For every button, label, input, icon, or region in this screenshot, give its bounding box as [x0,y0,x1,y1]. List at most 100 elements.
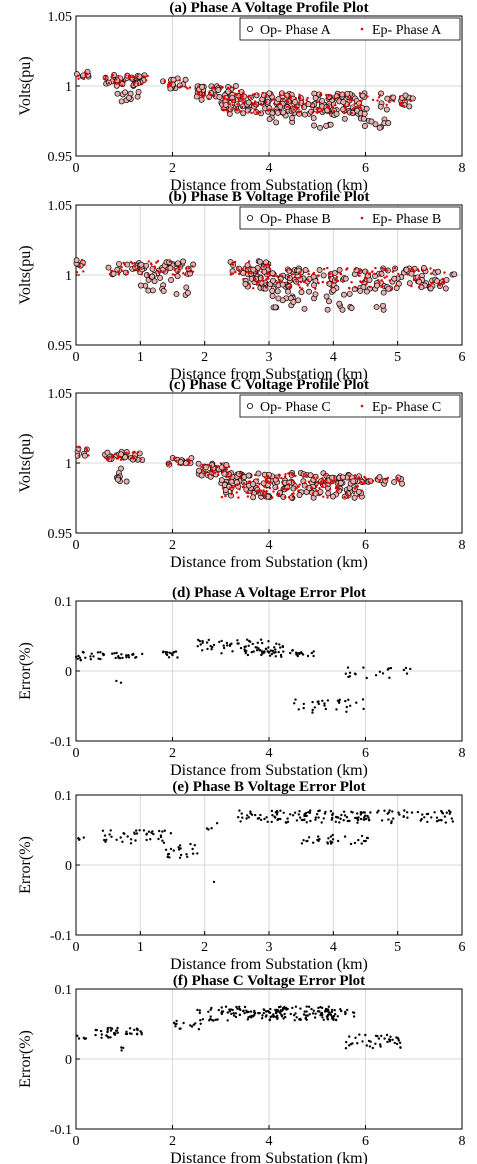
data-point [140,273,143,276]
data-point [238,472,241,475]
data-point [409,99,412,103]
data-point [151,278,158,285]
data-point [249,1010,253,1013]
data-point [82,1036,86,1040]
data-point [288,105,291,109]
data-point [406,280,413,287]
data-point [344,672,347,675]
data-point [270,652,274,656]
data-point [450,817,453,820]
x-tick-label: 8 [459,1134,466,1149]
data-point [335,708,338,711]
data-point [334,815,338,819]
data-point [393,1041,396,1045]
data-point [282,1017,285,1020]
data-point [291,473,295,477]
data-point [358,92,362,95]
data-point [90,652,93,655]
data-point [255,470,262,477]
data-point [246,491,250,495]
data-point [269,287,276,294]
data-point [316,111,319,115]
data-point [276,1014,279,1017]
data-point [149,262,153,265]
data-point [297,489,301,492]
data-point [398,813,401,816]
data-point [121,269,124,272]
data-point [92,655,95,658]
data-point [238,1013,241,1017]
data-point [237,496,240,499]
data-point [202,95,205,99]
data-point [384,95,391,102]
data-point [444,821,447,824]
data-point [362,818,365,821]
data-point [347,819,351,823]
data-point [325,93,328,97]
data-point [318,106,321,110]
data-point [174,650,178,653]
data-point [305,1005,308,1008]
data-point [306,278,309,282]
data-point [349,704,352,707]
data-point [385,103,388,107]
data-point [138,829,141,832]
data-point [118,82,121,85]
plot-frame [75,794,463,936]
data-point [335,490,338,493]
data-point [304,811,308,815]
data-point [252,287,255,290]
data-point [263,1008,266,1012]
data-point [275,642,278,645]
data-point [105,264,112,271]
data-point [279,94,282,97]
data-point [251,642,254,646]
data-point [328,276,331,279]
data-point [265,100,268,104]
data-point [264,95,267,98]
x-tick-label: 4 [266,538,273,553]
data-point [397,811,400,814]
data-point [77,445,80,448]
data-point [249,96,253,99]
data-point [180,85,183,88]
data-point [226,1019,229,1022]
data-point [246,1018,249,1021]
data-point [269,270,276,277]
data-point [264,92,268,95]
data-point [335,486,338,489]
data-point [122,89,129,96]
data-point [264,98,271,105]
data-point [256,281,259,284]
data-point [428,284,431,287]
data-point [120,265,123,269]
data-point [209,93,213,97]
data-point [359,103,362,107]
data-point [215,822,219,825]
data-point [145,832,148,835]
y-tick-label: 0.1 [55,789,73,804]
data-point [276,281,279,284]
data-point [317,702,320,706]
data-point [239,820,242,823]
chart-title: (d) Phase A Voltage Error Plot [172,585,366,601]
data-point [83,263,86,267]
data-point [244,267,248,270]
data-point [129,842,133,845]
data-point [295,819,299,822]
data-point [304,102,307,106]
legend-marker [360,216,364,220]
chart-title: (b) Phase B Voltage Profile Plot [169,189,370,205]
data-point [241,268,244,271]
data-point [412,278,416,282]
data-point [211,86,214,89]
data-point [76,657,80,660]
data-point [265,281,268,285]
data-point [301,305,308,312]
data-point [295,280,298,283]
data-point [178,856,182,859]
data-point [114,452,117,455]
data-point [348,287,351,290]
data-point [285,105,288,109]
data-point [277,103,280,106]
